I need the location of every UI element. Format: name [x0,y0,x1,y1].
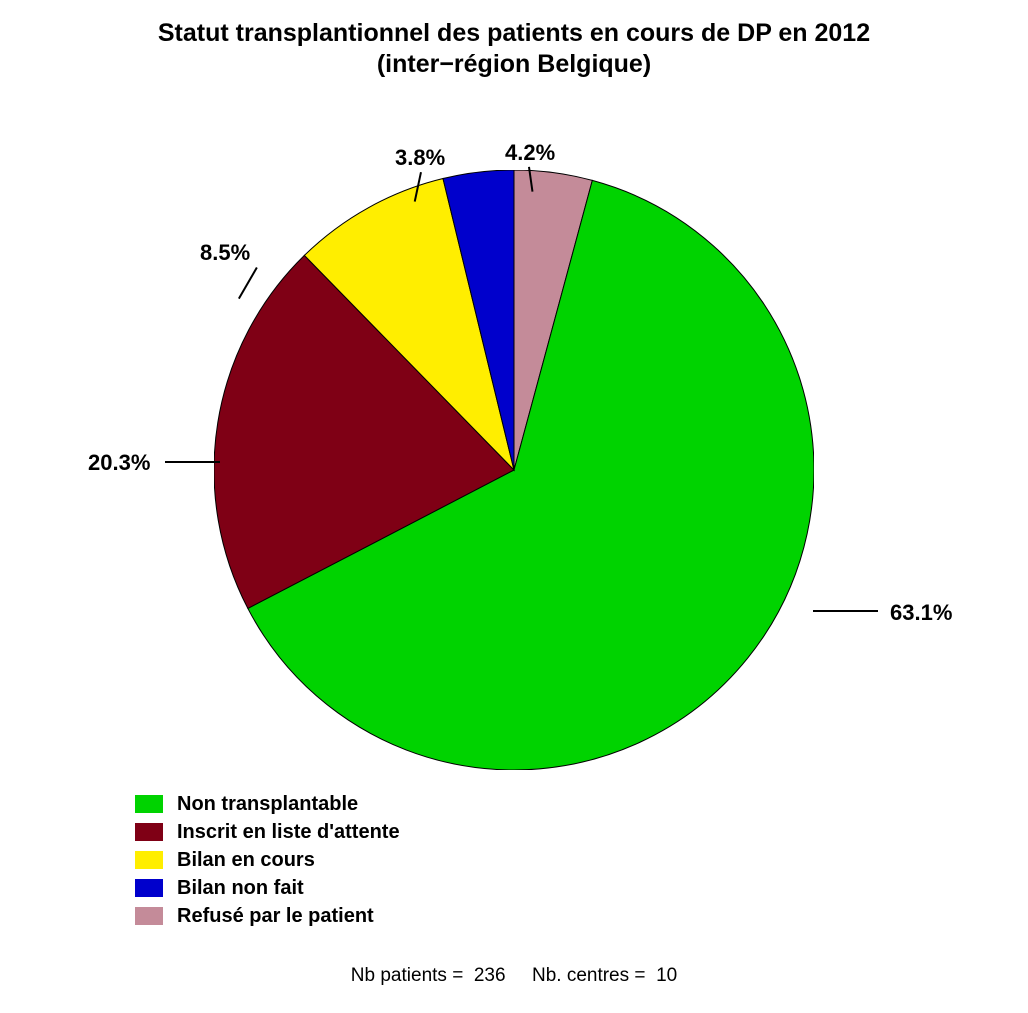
slice-label-63-1: 63.1% [890,600,952,626]
legend: Non transplantable Inscrit en liste d'att… [135,790,400,930]
title-line-1: Statut transplantionnel des patients en … [158,19,870,47]
legend-item: Inscrit en liste d'attente [135,818,400,846]
slice-label-3-8: 3.8% [395,145,445,171]
tick-20-3 [165,461,220,463]
pie-svg [214,170,814,770]
chart-title: Statut transplantionnel des patients en … [0,18,1028,81]
legend-label: Non transplantable [177,793,358,816]
legend-label: Refusé par le patient [177,905,374,928]
legend-label: Inscrit en liste d'attente [177,821,400,844]
tick-63-1 [813,610,878,612]
legend-label: Bilan en cours [177,849,315,872]
centres-label: Nb. centres = [532,965,646,986]
legend-swatch [135,823,163,841]
legend-item: Bilan en cours [135,846,400,874]
legend-label: Bilan non fait [177,877,304,900]
chart-container: Statut transplantionnel des patients en … [0,0,1028,1013]
legend-item: Refusé par le patient [135,902,400,930]
slice-label-4-2: 4.2% [505,140,555,166]
slice-label-8-5: 8.5% [200,240,250,266]
patients-value: 236 [474,965,506,986]
patients-label: Nb patients = [351,965,464,986]
legend-swatch [135,795,163,813]
legend-item: Non transplantable [135,790,400,818]
footer-stats: Nb patients = 236 Nb. centres = 10 [0,965,1028,987]
legend-swatch [135,879,163,897]
title-line-2: (inter−région Belgique) [377,50,651,78]
legend-item: Bilan non fait [135,874,400,902]
legend-swatch [135,907,163,925]
pie-chart [214,170,814,770]
slice-label-20-3: 20.3% [88,450,150,476]
centres-value: 10 [656,965,677,986]
legend-swatch [135,851,163,869]
